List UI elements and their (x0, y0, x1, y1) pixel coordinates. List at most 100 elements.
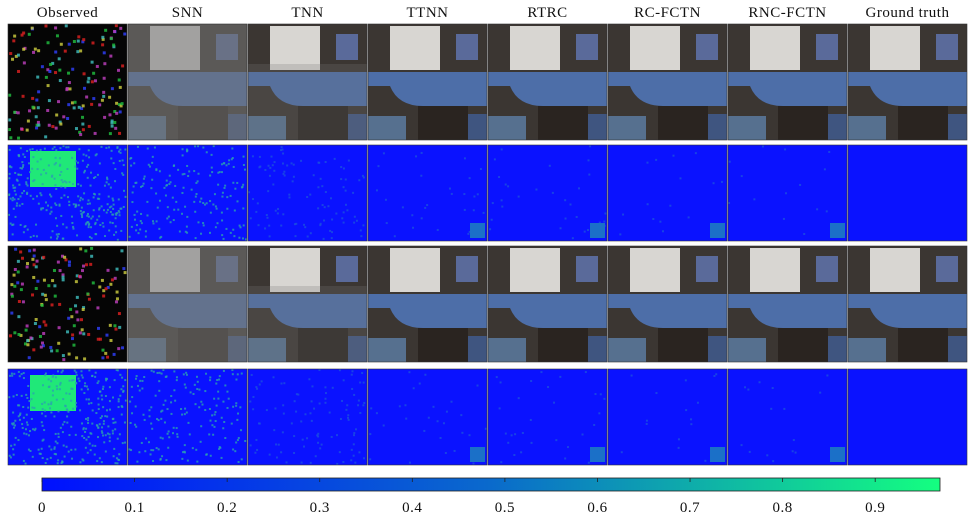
noise-pixel (110, 37, 113, 40)
noise-pixel (59, 79, 62, 82)
error-speck (176, 376, 178, 378)
noise-pixel (87, 80, 90, 83)
error-speck (60, 186, 62, 188)
error-speck (135, 378, 137, 380)
error-speck (183, 173, 185, 175)
error-speck (26, 421, 28, 423)
error-speck (303, 446, 305, 448)
error-speck (339, 369, 341, 371)
error-speck (222, 192, 224, 194)
error-speck (190, 391, 192, 393)
error-speck (182, 173, 184, 175)
error-speck (62, 424, 64, 426)
degradation-veil (248, 286, 367, 362)
error-panel (608, 369, 727, 465)
error-speck (240, 429, 242, 431)
error-speck (123, 206, 125, 208)
error-speck (42, 207, 44, 209)
error-speck (203, 224, 205, 226)
scene-dark-base (538, 328, 588, 362)
error-speck (98, 198, 100, 200)
error-speck (167, 206, 169, 208)
error-speck (82, 460, 84, 462)
error-speck (118, 151, 120, 153)
error-speck (141, 380, 143, 382)
error-speck (103, 420, 105, 422)
noise-pixel (101, 36, 104, 39)
error-speck (334, 158, 336, 160)
error-speck (151, 370, 153, 372)
error-speck (369, 458, 371, 460)
error-speck (828, 151, 830, 153)
noise-pixel (65, 24, 68, 27)
noise-pixel (96, 65, 99, 68)
error-speck (383, 424, 385, 426)
noise-pixel (111, 278, 114, 281)
error-speck (191, 189, 193, 191)
error-speck (22, 153, 24, 155)
error-speck (325, 161, 327, 163)
noise-pixel (31, 97, 34, 100)
noise-pixel (77, 35, 80, 38)
noise-pixel (117, 347, 120, 350)
error-speck (141, 388, 143, 390)
error-speck (280, 451, 282, 453)
error-speck (114, 462, 116, 464)
error-speck (129, 236, 131, 238)
error-speck (59, 147, 61, 149)
error-speck (464, 209, 466, 211)
noise-pixel (65, 88, 68, 91)
error-speck (119, 374, 121, 376)
error-speck (552, 192, 554, 194)
noise-pixel (58, 57, 61, 60)
image-panel (368, 246, 487, 362)
error-speck (631, 375, 633, 377)
noise-pixel (9, 52, 12, 55)
error-speck (177, 436, 179, 438)
error-speck (741, 175, 743, 177)
error-speck (98, 380, 100, 382)
error-speck (319, 402, 321, 404)
error-speck (264, 169, 266, 171)
error-speck (173, 219, 175, 221)
error-speck (95, 233, 97, 235)
error-speck (206, 202, 208, 204)
error-speck (104, 415, 106, 417)
noise-pixel (84, 249, 87, 252)
error-speck (112, 222, 114, 224)
error-speck (173, 427, 175, 429)
error-speck (690, 423, 692, 425)
error-speck (255, 211, 257, 213)
error-speck (473, 209, 475, 211)
error-speck (20, 224, 22, 226)
error-speck (231, 423, 233, 425)
error-speck (288, 194, 290, 196)
error-speck (62, 223, 64, 225)
error-speck (185, 387, 187, 389)
noise-pixel (76, 318, 79, 321)
error-speck (12, 412, 14, 414)
error-speck (209, 379, 211, 381)
error-speck (119, 433, 121, 435)
error-speck (86, 385, 88, 387)
error-speck (652, 218, 654, 220)
error-speck (565, 218, 567, 220)
error-speck (16, 202, 18, 204)
error-speck (107, 433, 109, 435)
error-speck (353, 222, 355, 224)
noise-pixel (17, 270, 20, 273)
image-panel (728, 24, 847, 140)
error-speck (112, 418, 114, 420)
error-speck (166, 217, 168, 219)
error-speck (198, 406, 200, 408)
error-speck (376, 189, 378, 191)
noise-pixel (104, 29, 107, 32)
error-speck (41, 421, 43, 423)
error-speck (274, 407, 276, 409)
error-speck (119, 395, 121, 397)
error-speck (116, 369, 118, 371)
error-speck (296, 393, 298, 395)
error-speck (347, 417, 349, 419)
error-speck (300, 420, 302, 422)
noise-pixel (70, 315, 73, 318)
